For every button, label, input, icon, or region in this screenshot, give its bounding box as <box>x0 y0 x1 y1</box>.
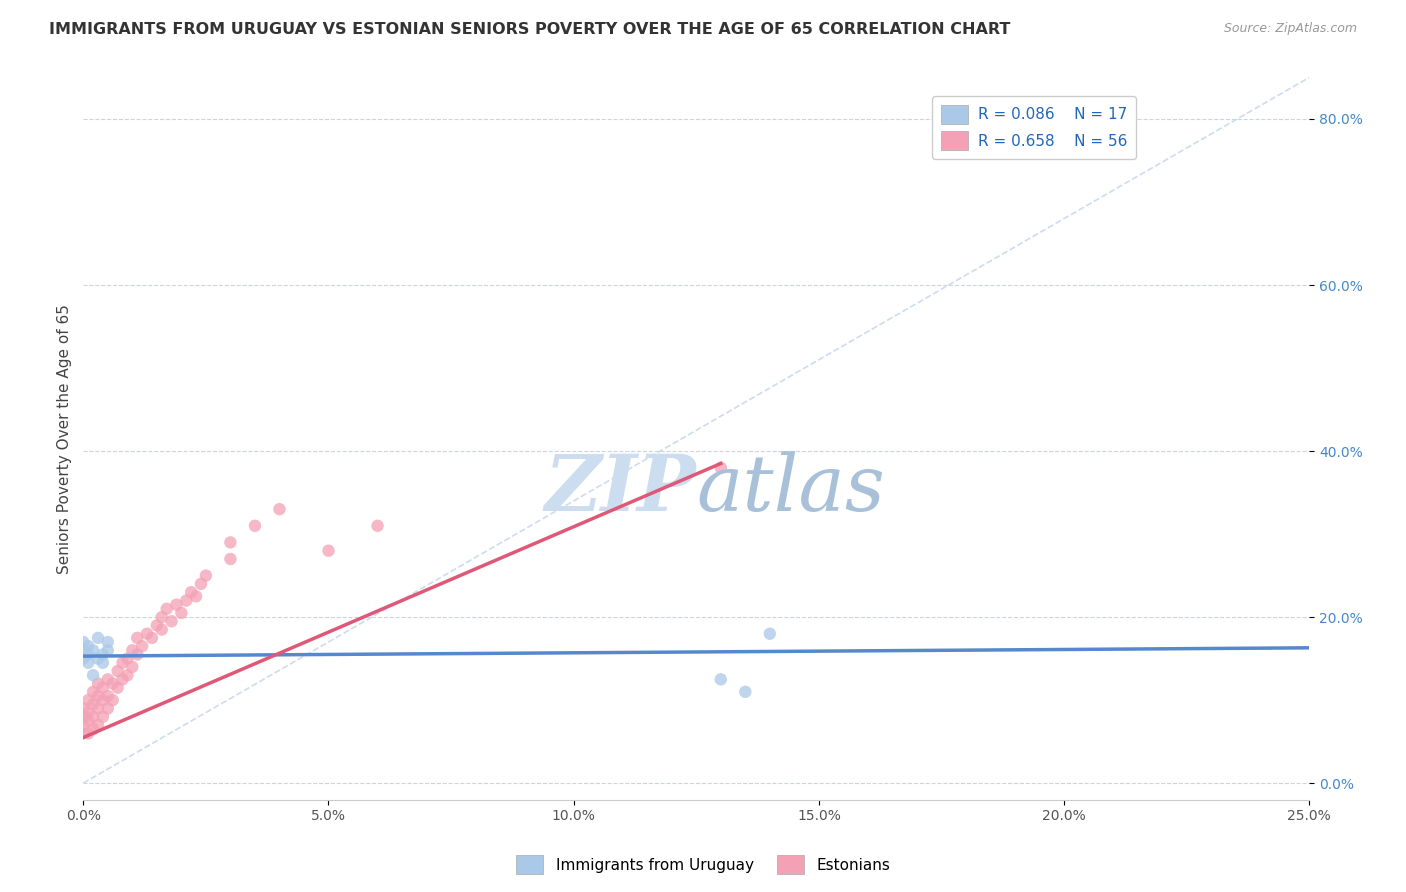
Point <box>107 664 129 678</box>
Point <box>170 606 193 620</box>
Point <box>97 701 120 715</box>
Point <box>82 698 104 712</box>
Point <box>136 626 159 640</box>
Point <box>91 648 114 662</box>
Point <box>127 648 149 662</box>
Point <box>77 693 100 707</box>
Point <box>97 689 120 703</box>
Point <box>131 639 153 653</box>
Point <box>72 635 94 649</box>
Point <box>77 639 100 653</box>
Point <box>180 585 202 599</box>
Point <box>190 577 212 591</box>
Point <box>117 668 139 682</box>
Point <box>243 518 266 533</box>
Point <box>97 635 120 649</box>
Point <box>174 593 197 607</box>
Point <box>101 693 124 707</box>
Point <box>710 460 733 475</box>
Point <box>77 726 100 740</box>
Point <box>72 701 94 715</box>
Point <box>87 651 110 665</box>
Point <box>219 535 242 549</box>
Point <box>72 726 94 740</box>
Point <box>150 610 173 624</box>
Point <box>710 673 733 687</box>
Legend: Immigrants from Uruguay, Estonians: Immigrants from Uruguay, Estonians <box>510 849 896 880</box>
Point <box>82 668 104 682</box>
Point <box>82 722 104 736</box>
Point <box>156 602 179 616</box>
Point <box>91 693 114 707</box>
Point <box>759 626 782 640</box>
Point <box>194 568 217 582</box>
Point <box>82 710 104 724</box>
Point <box>219 552 242 566</box>
Point <box>107 681 129 695</box>
Point <box>72 710 94 724</box>
Point <box>121 660 143 674</box>
Point <box>111 673 134 687</box>
Point <box>146 618 169 632</box>
Legend: R = 0.086    N = 17, R = 0.658    N = 56: R = 0.086 N = 17, R = 0.658 N = 56 <box>932 96 1136 159</box>
Point <box>91 710 114 724</box>
Point <box>77 714 100 728</box>
Point <box>77 656 100 670</box>
Point <box>184 590 207 604</box>
Text: Source: ZipAtlas.com: Source: ZipAtlas.com <box>1223 22 1357 36</box>
Point <box>117 651 139 665</box>
Point <box>91 656 114 670</box>
Point <box>87 701 110 715</box>
Point <box>121 643 143 657</box>
Point <box>72 651 94 665</box>
Text: atlas: atlas <box>696 451 884 527</box>
Point <box>141 631 163 645</box>
Point <box>367 518 389 533</box>
Point <box>97 643 120 657</box>
Point <box>87 676 110 690</box>
Text: IMMIGRANTS FROM URUGUAY VS ESTONIAN SENIORS POVERTY OVER THE AGE OF 65 CORRELATI: IMMIGRANTS FROM URUGUAY VS ESTONIAN SENI… <box>49 22 1011 37</box>
Point <box>734 685 756 699</box>
Point <box>166 598 188 612</box>
Point <box>82 685 104 699</box>
Point <box>127 631 149 645</box>
Point <box>72 718 94 732</box>
Point <box>91 681 114 695</box>
Point <box>101 676 124 690</box>
Point <box>318 543 340 558</box>
Point <box>72 643 94 657</box>
Point <box>160 614 183 628</box>
Y-axis label: Seniors Poverty Over the Age of 65: Seniors Poverty Over the Age of 65 <box>58 303 72 574</box>
Point <box>87 689 110 703</box>
Text: ZIP: ZIP <box>544 451 696 527</box>
Point <box>77 706 100 720</box>
Point <box>77 648 100 662</box>
Point <box>150 623 173 637</box>
Point <box>87 718 110 732</box>
Point <box>97 673 120 687</box>
Point <box>87 631 110 645</box>
Point <box>269 502 291 516</box>
Point <box>111 656 134 670</box>
Point <box>82 643 104 657</box>
